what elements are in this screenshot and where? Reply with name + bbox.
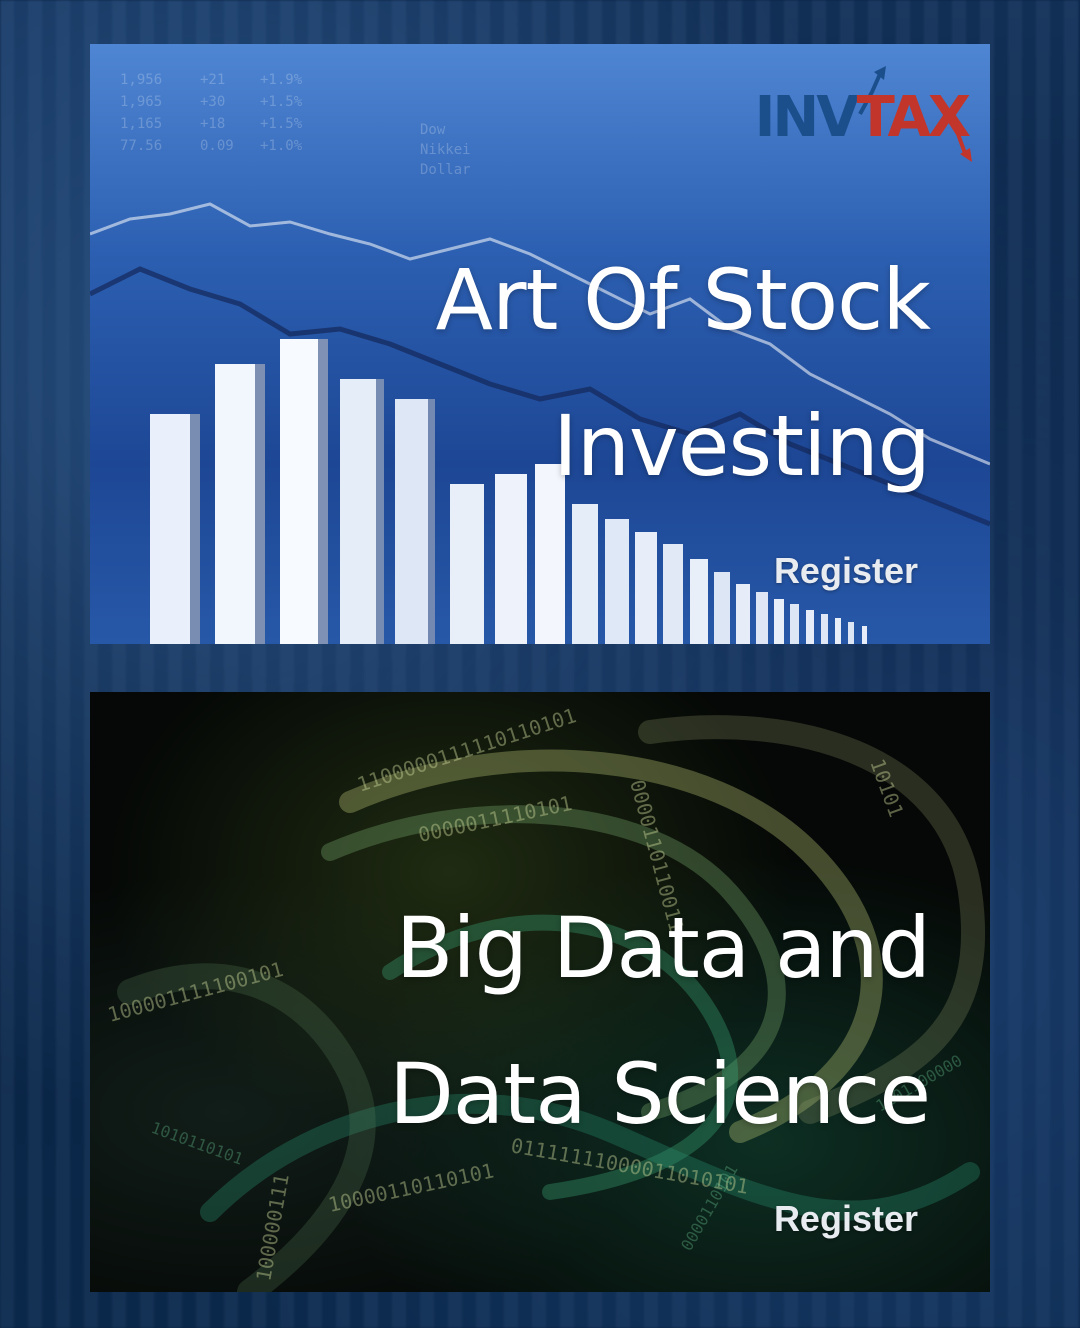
invtax-logo: INVTAX	[754, 85, 971, 150]
course-card-big-data[interactable]: 1100000111110110101 0000011110101 000011…	[90, 692, 990, 1292]
card-background	[90, 692, 990, 1292]
svg-text:77.56: 77.56	[120, 138, 162, 154]
register-button[interactable]: Register	[773, 1198, 918, 1239]
svg-text:0.09: 0.09	[200, 138, 234, 154]
course-title: Art Of Stock Investing	[435, 227, 931, 519]
svg-text:+1.5%: +1.5%	[260, 94, 303, 110]
svg-text:1,956: 1,956	[120, 72, 162, 88]
svg-text:+21: +21	[200, 72, 225, 88]
course-title: Big Data and Data Science	[389, 875, 931, 1167]
svg-text:Dow: Dow	[420, 122, 446, 138]
stock-chart-image: 1,956 +21 +1.9% 1,965 +30 +1.5% 1,165 +18 +1.5…	[90, 66, 990, 644]
svg-text:1,165: 1,165	[120, 116, 162, 132]
svg-text:+1.9%: +1.9%	[260, 72, 303, 88]
svg-text:+1.5%: +1.5%	[260, 116, 303, 132]
svg-text:Nikkei: Nikkei	[420, 142, 471, 158]
course-title-line1: Art Of Stock	[435, 251, 931, 349]
svg-text:+18: +18	[200, 116, 225, 132]
svg-text:+30: +30	[200, 94, 225, 110]
binary-swirl-image: 1100000111110110101 0000011110101 000011…	[105, 703, 986, 1292]
course-card-stock-investing[interactable]: 1,956 +21 +1.9% 1,965 +30 +1.5% 1,165 +18 +1.5…	[90, 44, 990, 644]
svg-text:Dollar: Dollar	[420, 162, 471, 178]
course-title-line2: Data Science	[389, 1045, 931, 1143]
register-button[interactable]: Register	[773, 550, 918, 591]
course-title-line1: Big Data and	[395, 899, 931, 997]
course-title-line2: Investing	[553, 397, 931, 495]
svg-text:+1.0%: +1.0%	[260, 138, 303, 154]
svg-text:1010110101: 1010110101	[149, 1118, 246, 1169]
svg-text:0000011110101: 0000011110101	[416, 791, 574, 847]
svg-text:1,965: 1,965	[120, 94, 162, 110]
